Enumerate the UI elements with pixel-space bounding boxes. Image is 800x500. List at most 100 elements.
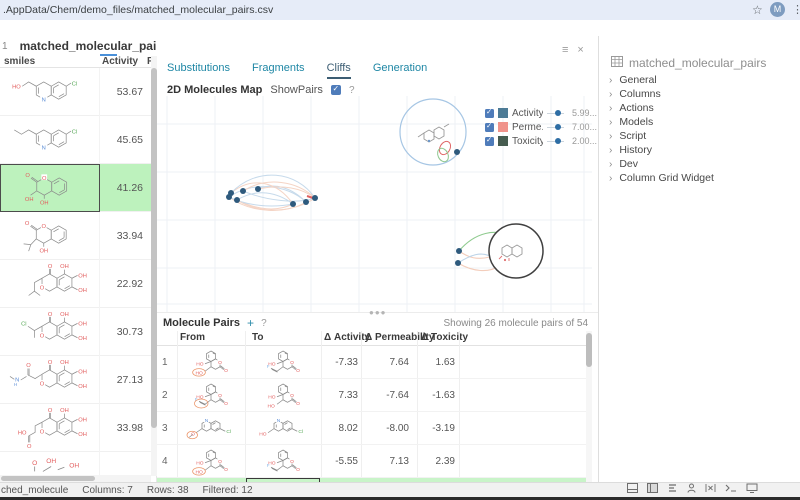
accordion-models[interactable]: › Models: [609, 116, 654, 128]
molecule-cell[interactable]: [0, 212, 100, 260]
activity-cell[interactable]: 33.98: [116, 422, 143, 434]
slider-handle[interactable]: [555, 110, 562, 116]
grid-horizontal-scrollbar[interactable]: [0, 475, 151, 482]
pair-row[interactable]: 3 8.02 -8.00 -3.19: [157, 412, 586, 445]
panel-bottom-icon[interactable]: [627, 483, 638, 493]
accordion-actions[interactable]: › Actions: [609, 102, 654, 114]
panel-left-icon-selected[interactable]: [647, 483, 658, 493]
table-row-selected[interactable]: 41.26: [0, 164, 151, 212]
to-molecule-cell[interactable]: [246, 413, 320, 444]
pair-point[interactable]: [455, 260, 461, 266]
legend-checkbox[interactable]: [485, 121, 494, 132]
legend-checkbox[interactable]: [485, 107, 494, 118]
molecule-cell[interactable]: [0, 260, 100, 308]
browser-menu-icon[interactable]: ⋮: [792, 4, 800, 16]
delta-toxicity-value[interactable]: 2.39: [435, 456, 455, 467]
status-table-name[interactable]: ched_molecule: [1, 484, 69, 496]
browser-avatar[interactable]: M: [770, 2, 785, 17]
legend-checkbox[interactable]: [485, 135, 494, 146]
activity-cell[interactable]: 33.94: [116, 230, 143, 242]
legend-slider[interactable]: [547, 124, 564, 130]
close-brackets-icon[interactable]: [705, 483, 716, 493]
scrollbar-thumb[interactable]: [1, 476, 95, 481]
molecule-cell[interactable]: [0, 116, 100, 164]
table-title[interactable]: matched_molecular_pairs: [19, 39, 168, 53]
status-filtered[interactable]: Filtered: 12: [202, 484, 253, 496]
accordion-dev[interactable]: › Dev: [609, 158, 639, 170]
table-row[interactable]: 45.65: [0, 116, 151, 164]
delta-activity-value[interactable]: 7.33: [338, 390, 358, 401]
activity-cell[interactable]: 30.73: [116, 326, 143, 338]
table-row[interactable]: 53.67: [0, 68, 151, 116]
table-row[interactable]: 33.94: [0, 212, 151, 260]
delta-activity-value[interactable]: -7.33: [335, 357, 358, 368]
status-rows[interactable]: Rows: 38: [146, 484, 189, 496]
molecule-cell[interactable]: [0, 68, 100, 116]
col-header-delta-toxicity[interactable]: Δ Toxicity: [421, 332, 469, 343]
molecule-cell[interactable]: [0, 404, 100, 452]
table-row[interactable]: 27.13: [0, 356, 151, 404]
column-header-activity[interactable]: Activity: [102, 56, 139, 67]
pair-row[interactable]: 2 7.33 -7.64 -1.63: [157, 379, 586, 412]
delta-activity-value[interactable]: -5.55: [335, 456, 358, 467]
pair-row[interactable]: 1 -7.33 7.64 1.63: [157, 346, 586, 379]
tab-fragments[interactable]: Fragments: [251, 62, 305, 74]
delta-permeability-value[interactable]: 7.64: [389, 357, 409, 368]
activity-cell[interactable]: 53.67: [116, 86, 143, 98]
accordion-general[interactable]: › General: [609, 74, 657, 86]
tab-cliffs[interactable]: Cliffs: [326, 62, 351, 79]
hamburger-icon[interactable]: ≡: [562, 44, 569, 56]
table-row[interactable]: 22.92: [0, 260, 151, 308]
col-header-from[interactable]: From: [180, 332, 205, 343]
pair-row[interactable]: 4 -5.55 7.13 2.39: [157, 445, 586, 478]
accordion-column-grid-widget[interactable]: › Column Grid Widget: [609, 172, 714, 184]
column-header-smiles[interactable]: smiles: [4, 56, 36, 67]
selected-molecule-circle[interactable]: [488, 223, 544, 279]
pair-row-selected-partial[interactable]: [157, 478, 586, 484]
molecule-cell[interactable]: [0, 452, 100, 475]
activity-cell[interactable]: 27.13: [116, 374, 143, 386]
console-icon[interactable]: [725, 483, 737, 493]
to-molecule-cell[interactable]: [246, 347, 320, 378]
delta-activity-value[interactable]: 8.02: [338, 423, 358, 434]
delta-permeability-value[interactable]: -8.00: [386, 423, 409, 434]
delta-toxicity-value[interactable]: -3.19: [432, 423, 455, 434]
grid-vertical-scrollbar[interactable]: [151, 56, 157, 476]
delta-permeability-value[interactable]: -7.64: [386, 390, 409, 401]
splitter-handle[interactable]: ●●●: [369, 308, 387, 317]
legend-label[interactable]: Activity: [512, 107, 544, 119]
molecules-map-scatterplot[interactable]: [157, 96, 592, 312]
scrollbar-thumb[interactable]: [586, 333, 592, 367]
from-molecule-cell[interactable]: [178, 380, 244, 411]
legend-label[interactable]: Toxicity: [512, 135, 544, 147]
molecule-cell-current[interactable]: [0, 164, 100, 212]
delta-toxicity-value[interactable]: -1.63: [432, 390, 455, 401]
pair-point[interactable]: [456, 248, 462, 254]
tab-substitutions[interactable]: Substitutions: [167, 62, 230, 74]
help-icon[interactable]: ?: [261, 317, 267, 329]
table-row-partial[interactable]: [0, 452, 151, 475]
columns-icon[interactable]: [667, 483, 678, 493]
slider-handle[interactable]: [555, 124, 562, 130]
from-molecule-cell[interactable]: [178, 413, 244, 444]
legend-slider[interactable]: [547, 138, 564, 144]
table-row[interactable]: 30.73: [0, 308, 151, 356]
legend-label[interactable]: Perme...: [512, 121, 544, 133]
pairs-vertical-scrollbar[interactable]: [586, 331, 592, 483]
activity-cell[interactable]: 41.26: [116, 182, 143, 194]
monitor-icon[interactable]: [746, 483, 758, 493]
add-icon[interactable]: +: [247, 316, 255, 330]
to-molecule-cell[interactable]: [246, 380, 320, 411]
user-icon[interactable]: [687, 483, 696, 493]
address-bar[interactable]: .AppData/Chem/demo_files/matched_molecul…: [3, 4, 274, 16]
accordion-history[interactable]: › History: [609, 144, 653, 156]
slider-handle[interactable]: [555, 138, 562, 144]
from-molecule-cell[interactable]: [178, 446, 244, 477]
col-header-delta-permeability[interactable]: Δ Permeability: [365, 332, 435, 343]
help-icon[interactable]: ?: [348, 84, 355, 96]
molecule-cell[interactable]: [0, 356, 100, 404]
delta-permeability-value[interactable]: 7.13: [389, 456, 409, 467]
legend-slider[interactable]: [547, 110, 564, 116]
scrollbar-thumb[interactable]: [151, 68, 157, 428]
from-molecule-cell[interactable]: [178, 347, 244, 378]
